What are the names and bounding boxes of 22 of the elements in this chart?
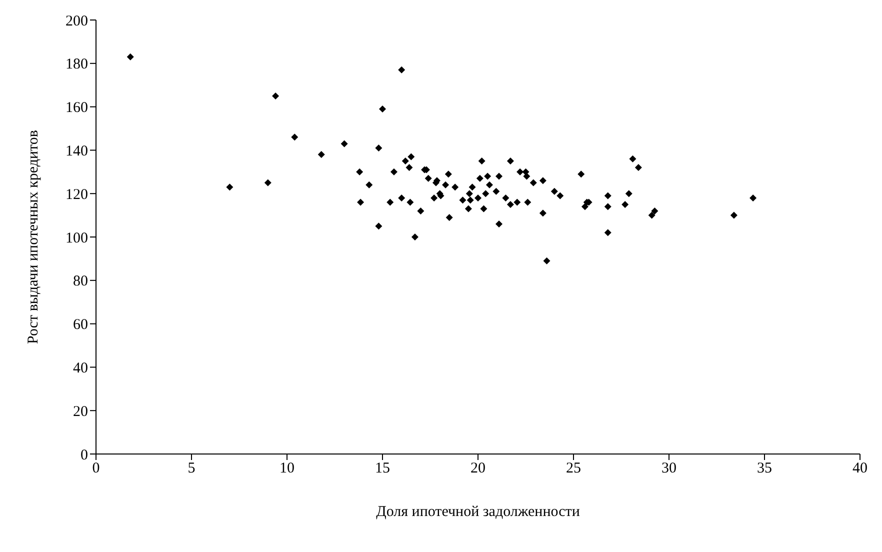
x-axis-title: Доля ипотечной задолженности xyxy=(376,504,580,520)
y-tick-label: 180 xyxy=(66,56,88,73)
x-tick-label: 40 xyxy=(852,460,868,477)
x-tick-label: 30 xyxy=(662,460,676,477)
y-tick-label: 40 xyxy=(73,360,88,377)
y-tick-label: 140 xyxy=(66,144,88,160)
y-tick-label: 60 xyxy=(73,317,88,334)
y-tick-label: 100 xyxy=(66,230,88,246)
y-tick-label: 80 xyxy=(73,274,88,290)
x-tick-label: 0 xyxy=(92,460,100,477)
y-tick-label: 120 xyxy=(66,186,88,203)
x-tick-label: 5 xyxy=(188,460,196,477)
y-tick-label: 20 xyxy=(73,404,88,420)
x-tick-label: 10 xyxy=(280,460,294,477)
y-tick-label: 160 xyxy=(66,100,88,116)
x-tick-label: 20 xyxy=(470,460,486,477)
x-tick-label: 15 xyxy=(375,460,390,477)
y-tick-label: 200 xyxy=(66,13,88,30)
y-axis-title: Рост выдачи ипотечных кредитов xyxy=(25,130,42,344)
x-tick-label: 35 xyxy=(757,460,772,477)
x-tick-label: 25 xyxy=(566,460,581,477)
y-tick-label: 0 xyxy=(80,447,88,464)
